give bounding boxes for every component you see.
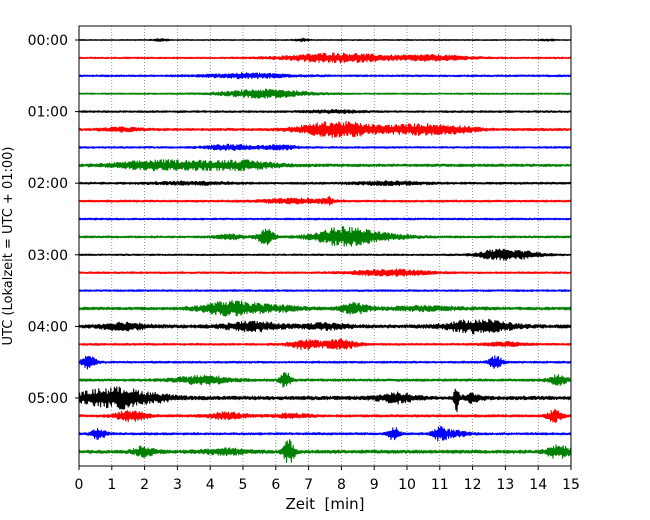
seismic-trace-0530 [78,425,572,442]
seismic-trace-0115 [78,120,572,138]
seismic-trace-0415 [78,338,572,351]
seismic-trace-0515 [78,408,572,424]
y-axis-ticks: 00:00 01:00 02:00 03:00 04:00 05:00 [28,33,79,407]
x-tick-label: 4 [206,477,215,493]
seismic-trace-0030 [78,72,572,80]
seismic-trace-0045 [78,88,572,99]
seismic-trace-0145 [78,159,572,172]
y-tick-label: 04:00 [28,319,68,335]
seismic-trace-0545 [78,438,572,464]
seismic-trace-0300 [78,248,572,261]
seismic-trace-0430 [78,355,572,370]
x-tick-label: 15 [562,477,580,493]
x-axis-label: Zeit [min] [285,495,364,513]
y-tick-label: 02:00 [28,176,68,192]
x-tick-label: 2 [140,477,149,493]
trace-area [78,37,572,464]
seismic-trace-0315 [78,268,572,278]
seismic-trace-0400 [78,318,572,335]
seismic-trace-0100 [78,108,572,115]
y-tick-label: 00:00 [28,33,68,49]
plot-frame [78,25,572,467]
y-tick-label: 01:00 [28,105,68,121]
seismic-trace-0245 [78,226,572,247]
x-tick-label: 13 [496,477,514,493]
x-tick-label: 8 [337,477,346,493]
x-tick-label: 5 [239,477,248,493]
y-tick-label: 05:00 [28,391,68,407]
seismic-trace-0330 [78,289,572,293]
x-tick-label: 14 [529,477,547,493]
seismic-trace-0200 [78,180,572,187]
x-tick-label: 11 [431,477,449,493]
x-tick-label: 9 [370,477,379,493]
x-tick-label: 10 [398,477,416,493]
seismic-trace-0445 [78,371,572,388]
x-tick-label: 3 [173,477,182,493]
x-tick-label: 7 [304,477,313,493]
x-tick-label: 6 [271,477,280,493]
x-tick-label: 0 [75,477,84,493]
seismic-trace-0500 [78,386,572,413]
y-axis-label: UTC (Lokalzeit = UTC + 01:00) [1,147,16,346]
seismic-trace-0215 [78,195,572,206]
seismic-trace-0130 [78,143,572,152]
x-tick-label: 1 [107,477,116,493]
x-tick-label: 12 [464,477,482,493]
x-axis-ticks: 0 1 2 3 4 5 6 7 8 9 10 11 12 13 14 15 [75,466,580,493]
seismic-trace-0345 [78,300,572,317]
seismic-trace-0230 [78,217,572,221]
y-tick-label: 03:00 [28,248,68,264]
seismic-trace-0015 [78,52,572,64]
seismic-trace-0000 [78,37,572,43]
